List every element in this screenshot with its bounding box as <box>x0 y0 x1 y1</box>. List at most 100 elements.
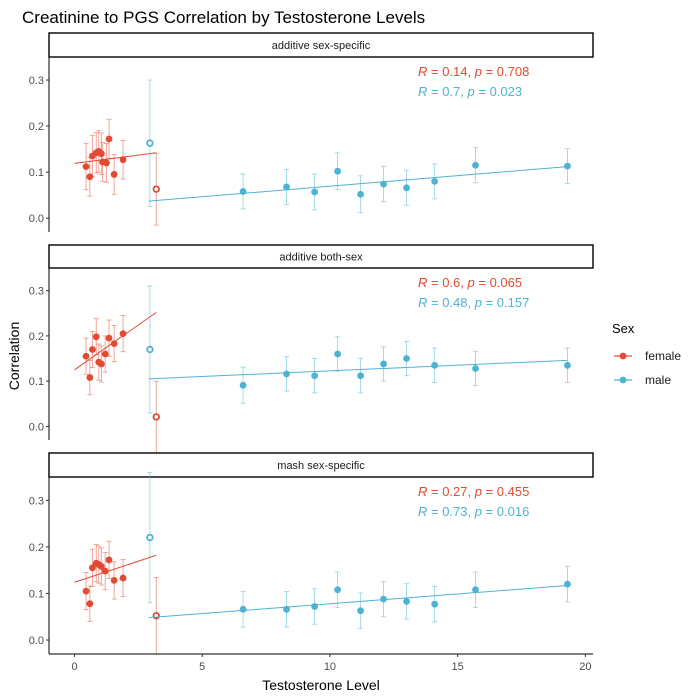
facet-strip-label: additive both-sex <box>279 252 363 264</box>
data-point-male <box>564 162 571 170</box>
stat-r-value: = 0.73, <box>427 504 474 519</box>
data-point-female <box>101 350 109 358</box>
stat-p-value: = 0.016 <box>482 504 529 519</box>
data-point-male-hollow <box>146 533 154 542</box>
stat-r-value: = 0.48, <box>427 295 474 310</box>
facet-strip-label: additive sex-specific <box>272 40 371 52</box>
facet-panel-1: additive both-sex 0.0 0.1 0.2 0.3 R = 0.6, p … <box>29 244 594 455</box>
y-tick-label: 0.2 <box>29 331 44 343</box>
x-axis-title: Testosterone Level <box>262 677 380 693</box>
data-point-male <box>403 355 410 362</box>
y-tick-label: 0.2 <box>29 542 44 554</box>
y-tick-label: 0.3 <box>29 75 44 87</box>
data-point-female-hollow <box>152 413 160 421</box>
data-point-female <box>86 374 94 381</box>
data-point-female <box>86 600 94 608</box>
data-point-male <box>431 361 439 369</box>
data-point-male <box>283 183 290 191</box>
data-point-female <box>105 135 113 143</box>
data-point-male <box>431 600 439 608</box>
legend-key-point <box>619 352 627 360</box>
trend-line-female <box>74 152 157 164</box>
data-point-female <box>82 163 90 171</box>
data-point-female <box>97 150 105 158</box>
data-point-male <box>403 184 410 192</box>
stat-p-label: p <box>474 295 482 310</box>
data-point-male <box>311 372 319 380</box>
facet-strip <box>48 32 594 58</box>
trend-line-male <box>148 359 568 380</box>
data-point-male <box>357 190 364 198</box>
y-tick-label: 0.0 <box>29 213 44 225</box>
stat-p-value: = 0.157 <box>482 295 529 310</box>
data-point-male <box>311 188 319 196</box>
stat-annotation-female: R = 0.27, p = 0.455 <box>418 484 529 499</box>
data-point-female <box>103 159 110 167</box>
data-point-female <box>119 156 127 164</box>
data-point-female <box>89 346 96 353</box>
x-tick-label: 5 <box>199 661 205 673</box>
facet-strip <box>48 452 594 478</box>
data-point-female <box>89 564 96 572</box>
y-tick-label: 0.1 <box>29 167 44 179</box>
legend-label-female: female <box>645 349 681 363</box>
data-point-male <box>380 180 387 188</box>
data-point-female <box>110 171 118 178</box>
trend-line-male <box>148 585 568 619</box>
data-point-female <box>119 574 127 582</box>
data-point-female <box>119 330 127 338</box>
data-point-female <box>110 577 118 584</box>
data-point-male <box>380 360 387 368</box>
stat-r-value: = 0.6, <box>427 275 467 290</box>
data-point-male <box>431 177 439 185</box>
data-point-female <box>82 587 90 595</box>
x-tick-label: 10 <box>324 661 336 673</box>
stat-annotation-female: R = 0.6, p = 0.065 <box>418 275 522 290</box>
data-point-male <box>283 605 290 613</box>
facet-panel-2: mash sex-specific 0.0 0.1 0.2 0.3 R = 0.27, p… <box>29 452 594 673</box>
stat-r-value: = 0.27, <box>427 484 474 499</box>
stat-p-value: = 0.023 <box>475 84 522 99</box>
stat-p-value: = 0.455 <box>482 484 529 499</box>
stat-p-label: p <box>474 64 482 79</box>
stat-r-label: R <box>418 275 427 290</box>
trend-line-female <box>74 554 157 583</box>
y-tick-label: 0.0 <box>29 635 44 647</box>
data-point-female <box>97 563 105 570</box>
x-tick-label: 0 <box>71 661 77 673</box>
stat-r-value: = 0.14, <box>427 64 474 79</box>
stat-r-label: R <box>418 504 427 519</box>
stat-annotation-male: R = 0.48, p = 0.157 <box>418 295 529 310</box>
stat-r-label: R <box>418 64 427 79</box>
data-point-male <box>239 381 247 389</box>
data-point-male <box>334 167 342 175</box>
stat-r-value: = 0.7, <box>427 84 467 99</box>
facet-strip <box>48 244 594 269</box>
y-tick-label: 0.3 <box>29 286 44 298</box>
data-point-male <box>564 580 571 588</box>
data-point-male <box>239 605 247 613</box>
x-tick-label: 15 <box>452 661 464 673</box>
data-point-male <box>380 595 387 603</box>
x-tick-label: 20 <box>579 661 591 673</box>
data-point-male <box>403 597 410 605</box>
stat-annotation-female: R = 0.14, p = 0.708 <box>418 64 529 79</box>
data-point-female <box>92 333 100 341</box>
legend: Sex female male <box>612 321 681 387</box>
data-point-male <box>472 365 479 372</box>
stat-r-label: R <box>418 484 427 499</box>
data-point-female <box>97 360 105 368</box>
data-point-female-hollow <box>152 612 160 620</box>
stat-p-label: p <box>474 504 482 519</box>
data-point-male <box>334 350 342 358</box>
stat-p-label: p <box>474 484 482 499</box>
y-tick-label: 0.1 <box>29 588 44 600</box>
facet-strip-label: mash sex-specific <box>277 460 365 472</box>
data-point-male <box>357 607 364 615</box>
facet-panel-0: additive sex-specific 0.0 0.1 0.2 0.3 R = 0.1… <box>29 32 594 232</box>
data-point-male <box>564 361 571 369</box>
data-point-male-hollow <box>146 345 154 354</box>
chart-title: Creatinine to PGS Correlation by Testost… <box>22 8 425 27</box>
y-tick-label: 0.0 <box>29 421 44 433</box>
